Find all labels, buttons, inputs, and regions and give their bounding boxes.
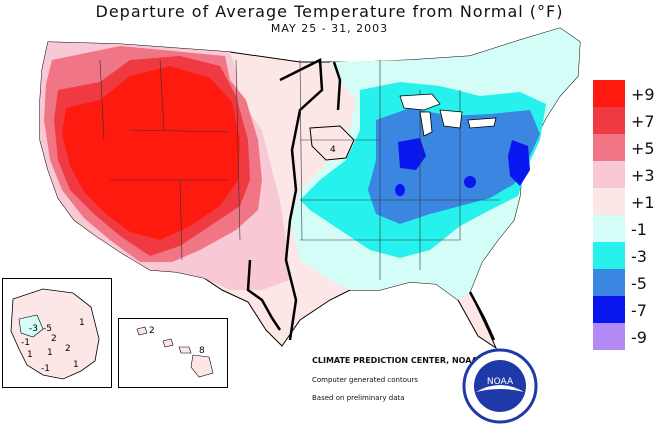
legend-swatch (593, 242, 625, 269)
alaska-label: 1 (47, 348, 53, 358)
warm-anomaly-plus9 (62, 66, 240, 240)
legend-label: -7 (631, 301, 647, 320)
alaska-label: 2 (51, 334, 57, 344)
hawaii-inset: 2 8 (118, 318, 228, 388)
legend-label: +9 (631, 85, 655, 104)
contour-line (279, 58, 324, 341)
contour-line (468, 291, 496, 341)
note-data: Based on preliminary data (312, 394, 405, 402)
cool-anomaly-minus7-east (508, 140, 530, 186)
legend-item: +3 (593, 161, 657, 188)
legend-swatch (593, 161, 625, 188)
legend-swatch (593, 107, 625, 134)
legend-label: +7 (631, 112, 655, 131)
legend-swatch (593, 215, 625, 242)
alaska-label: -1 (21, 338, 30, 348)
legend-item: -9 (593, 323, 657, 350)
great-lakes (399, 93, 497, 137)
legend-label: +5 (631, 139, 655, 158)
alaska-label: 2 (65, 344, 71, 354)
cool-anomaly-minus5 (368, 108, 540, 224)
legend-item: -3 (593, 242, 657, 269)
warm-pocket-plains (309, 125, 355, 161)
legend-swatch (593, 80, 625, 107)
alaska-land (10, 288, 100, 380)
noaa-logo: NOAA (462, 348, 538, 424)
legend-swatch (593, 134, 625, 161)
alaska-label: 1 (27, 350, 33, 360)
contour-line (246, 259, 282, 331)
alaska-inset: -3 -5 1 -1 2 1 1 2 -1 1 (2, 278, 112, 388)
legend-label: +3 (631, 166, 655, 185)
hawaii-island (178, 346, 192, 354)
alaska-cool-zone (18, 314, 44, 338)
hawaii-island (136, 326, 148, 336)
legend-label: -9 (631, 328, 647, 347)
noaa-logo-text: NOAA (487, 377, 514, 387)
legend-swatch (593, 296, 625, 323)
alaska-label: 1 (73, 360, 79, 370)
map-subtitle: MAY 25 - 31, 2003 (270, 22, 389, 35)
legend-label: -5 (631, 274, 647, 293)
legend-item: +5 (593, 134, 657, 161)
map-value-label: 4 (330, 145, 336, 155)
legend-label: -1 (631, 220, 647, 239)
hawaii-label: 2 (149, 326, 155, 336)
legend-item: -5 (593, 269, 657, 296)
alaska-label: -1 (41, 364, 50, 374)
state-borders (99, 59, 500, 280)
legend-item: -1 (593, 215, 657, 242)
hawaii-island (190, 354, 214, 378)
legend-item: +1 (593, 188, 657, 215)
alaska-label: -3 (29, 324, 38, 334)
credit-text: CLIMATE PREDICTION CENTER, NOAA (312, 356, 478, 365)
cool-anomaly-minus7-spot (395, 184, 405, 196)
legend-label: -3 (631, 247, 647, 266)
legend-swatch (593, 269, 625, 296)
hawaii-map: 2 8 (136, 326, 214, 378)
cool-anomaly-minus7-spot (464, 176, 476, 188)
cool-anomaly-minus7-ohio (398, 138, 426, 170)
alaska-map: -3 -5 1 -1 2 1 1 2 -1 1 (10, 288, 100, 380)
noaa-gull-icon (476, 385, 524, 392)
alaska-label: -5 (43, 324, 52, 334)
map-title: Departure of Average Temperature from No… (95, 2, 564, 21)
contour-line (332, 61, 342, 111)
hawaii-label: 8 (199, 346, 205, 356)
legend-item: +7 (593, 107, 657, 134)
legend-label: +1 (631, 193, 655, 212)
legend-swatch (593, 323, 625, 350)
legend: +9 +7 +5 +3 +1 -1 -3 -5 -7 -9 (593, 80, 657, 350)
legend-item: -7 (593, 296, 657, 323)
note-contours: Computer generated contours (312, 376, 418, 384)
legend-swatch (593, 188, 625, 215)
hawaii-island (162, 338, 174, 348)
alaska-label: 1 (79, 318, 85, 328)
legend-item: +9 (593, 80, 657, 107)
